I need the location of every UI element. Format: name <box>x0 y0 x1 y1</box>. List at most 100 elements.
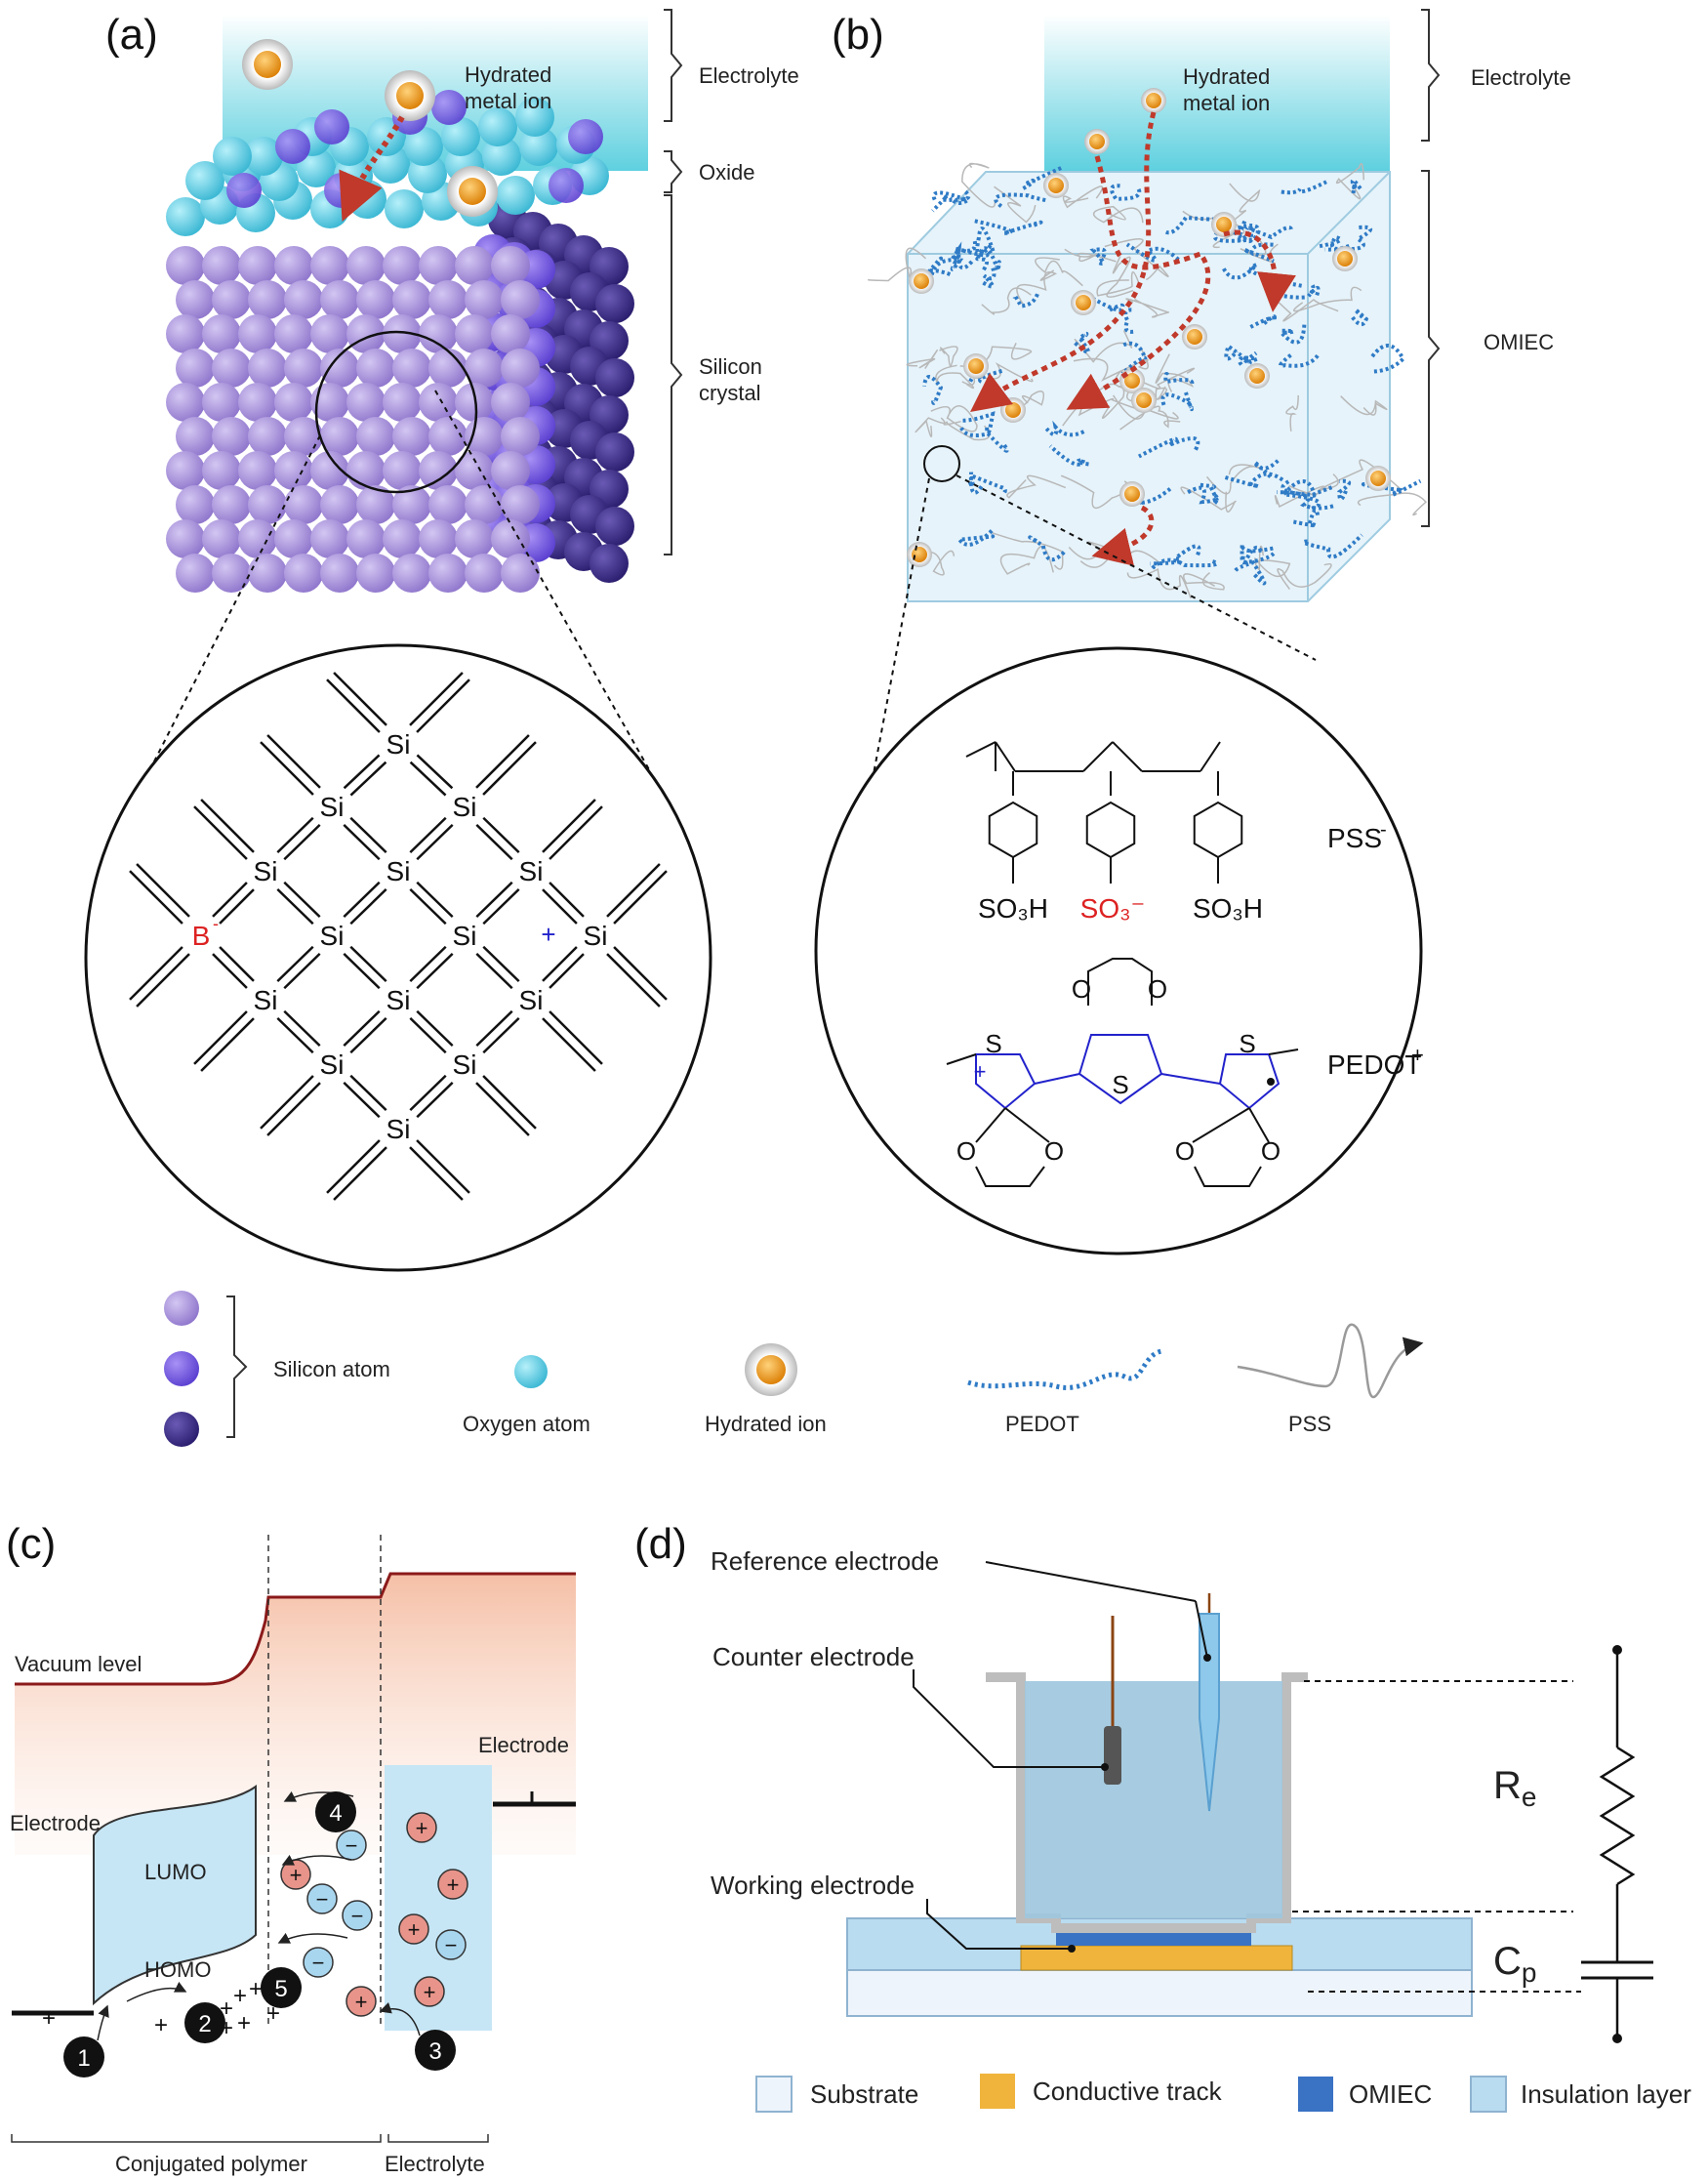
si-atom-light <box>310 519 349 558</box>
si-bond-dangling <box>136 953 190 1008</box>
si-bond <box>409 761 447 797</box>
si-bond <box>549 953 585 989</box>
ion-arrow <box>277 1932 348 1944</box>
pedot-chain <box>1120 341 1148 376</box>
si-atom-light <box>176 417 215 456</box>
si-atom-light <box>392 280 431 319</box>
si-atom-light <box>392 554 431 593</box>
si-atom-light <box>176 554 215 593</box>
si-label: Si <box>386 856 411 886</box>
si-bond <box>349 888 387 925</box>
si-atom-light <box>274 451 313 490</box>
si-bond <box>349 761 387 797</box>
pedot-plus: + <box>974 1059 987 1084</box>
si-atom-light <box>320 349 359 388</box>
pedot-chain <box>1307 282 1321 298</box>
legend-insulation: Insulation layer <box>1521 2079 1691 2109</box>
pedot-chain <box>1125 242 1180 263</box>
si-bond <box>343 1009 381 1047</box>
si-atom-light <box>248 554 287 593</box>
panel-b-label: (b) <box>832 11 884 59</box>
si-atom-light <box>320 554 359 593</box>
si-atom-light <box>274 383 313 422</box>
hole-plus: + <box>154 2012 168 2038</box>
pedot-chain <box>1043 420 1085 437</box>
legend-si-light <box>164 1291 199 1326</box>
zoom-circle-small-b <box>923 445 960 482</box>
pedot-chain <box>962 411 996 435</box>
anion-sign: − <box>316 1887 329 1912</box>
si-atom-light <box>202 314 241 353</box>
hole-charge: + <box>541 920 555 949</box>
reference-electrode-label: Reference electrode <box>711 1546 939 1576</box>
oxygen-atom <box>515 98 554 137</box>
hydrated-ion <box>254 51 281 78</box>
working-pointer <box>926 1899 1072 1950</box>
pedot-chain <box>1074 331 1091 354</box>
pss-chain <box>1064 248 1117 263</box>
si-bond-dangling <box>266 734 321 789</box>
step-badge <box>315 1791 356 1832</box>
legend-omiec: OMIEC <box>1349 2079 1432 2109</box>
si-bond <box>542 888 578 925</box>
si-atom-light <box>284 349 323 388</box>
cation <box>346 1986 377 2017</box>
si-label: Si <box>519 856 544 886</box>
si-bond-dangling <box>266 1082 321 1136</box>
bracket-electrolyte-b <box>1421 9 1441 142</box>
si-atom-light <box>392 485 431 524</box>
pss-chain <box>943 420 991 441</box>
pedot-chain <box>1246 314 1278 331</box>
si-bond-dangling <box>136 863 190 918</box>
si-atom-light <box>346 383 386 422</box>
dioxane-ring <box>975 1166 1045 1187</box>
oxygen-atom <box>441 117 480 156</box>
cp-label: Cp <box>1493 1940 1536 1988</box>
reference-dot <box>1203 1654 1211 1662</box>
si-bond-dangling <box>613 870 668 925</box>
si-bond <box>482 816 520 853</box>
si-bond <box>542 946 578 982</box>
o-atom: O <box>1072 974 1091 1004</box>
step-badge <box>261 1967 302 2008</box>
si-atom-light <box>465 417 504 456</box>
anion <box>435 1929 467 1960</box>
omiec-label-b: OMIEC <box>1484 330 1554 354</box>
si-bond-dangling <box>129 870 183 925</box>
anion <box>303 1947 334 1978</box>
bond <box>975 1107 1006 1143</box>
si-bond-dangling <box>475 734 530 789</box>
si-atom-dark <box>595 284 634 323</box>
bond <box>1268 1049 1299 1055</box>
si-bond-dangling <box>542 799 596 853</box>
ion-path-arrow <box>1066 155 1211 410</box>
cation-sign: + <box>355 1990 368 2014</box>
zoom-line-right-a <box>434 390 651 772</box>
pedot-chain <box>929 252 964 276</box>
si-atom-light <box>202 383 241 422</box>
si-bond <box>349 816 387 853</box>
si-bond-dangling <box>129 946 183 1001</box>
panel-a-label: (a) <box>105 11 158 59</box>
legend-bracket <box>226 1296 248 1438</box>
si-bond <box>416 881 454 918</box>
si-atom-mid <box>314 109 349 144</box>
pedot-chain <box>1212 224 1260 243</box>
step-number: 2 <box>198 2011 211 2037</box>
pedot-chain <box>982 267 996 289</box>
zoom-line-right-b <box>956 474 1317 661</box>
hydrated-ion <box>1146 93 1161 108</box>
pss-chain <box>981 287 1032 315</box>
si-bond <box>409 1017 447 1054</box>
oxygen-atom <box>213 137 252 176</box>
si-bond-dangling <box>606 953 661 1008</box>
si-bond-dangling <box>326 679 381 733</box>
zoom-line-left-a <box>126 434 321 816</box>
electrolyte-label-a: Electrolyte <box>699 63 799 88</box>
si-atom-light <box>419 246 458 285</box>
hydrated-ion <box>1249 368 1265 384</box>
silicon-crystal-label-2: crystal <box>699 381 761 405</box>
bond <box>1192 1107 1250 1143</box>
si-atom-light <box>346 451 386 490</box>
si-atom-mid <box>324 173 359 208</box>
